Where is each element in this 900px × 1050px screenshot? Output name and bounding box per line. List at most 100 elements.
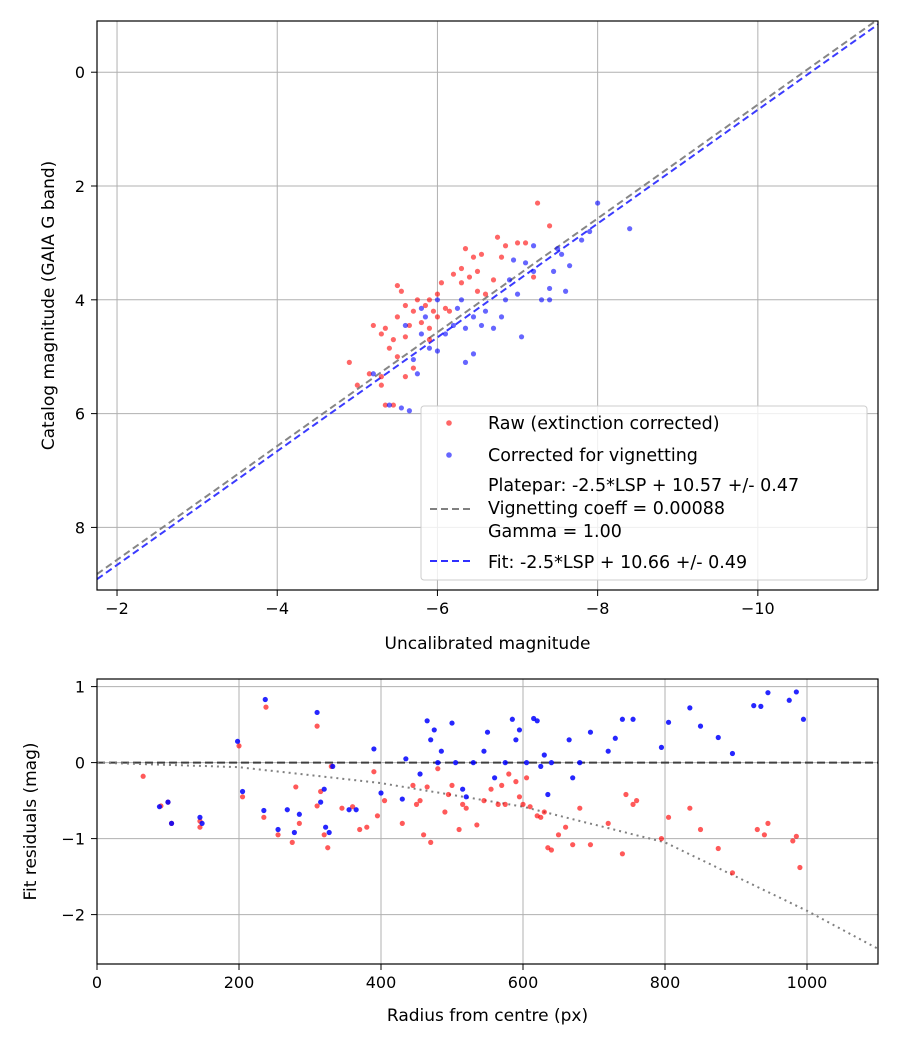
top-data-point (550, 268, 557, 274)
bottom-data-point (263, 704, 269, 710)
bottom-data-point (330, 763, 336, 770)
top-data-point (406, 408, 412, 414)
top-data-point (498, 254, 505, 260)
bottom-data-point (199, 820, 205, 827)
top-data-point (390, 337, 396, 343)
bottom-data-point (541, 809, 547, 815)
top-data-point (514, 240, 521, 246)
bottom-data-point (284, 807, 290, 813)
top-data-point (438, 280, 445, 286)
bottom-data-point (786, 697, 792, 703)
top-data-point (378, 374, 384, 380)
top-x-tick-label: −6 (426, 599, 450, 618)
top-data-point (458, 280, 465, 286)
top-data-point (402, 322, 408, 329)
bottom-data-point (417, 771, 423, 777)
bottom-data-point (470, 760, 476, 766)
bottom-data-point (665, 814, 672, 820)
top-data-point (446, 308, 453, 314)
bottom-data-point (790, 838, 796, 844)
bottom-data-point (239, 788, 246, 795)
bottom-data-point (346, 807, 352, 813)
bottom-data-point (534, 718, 540, 724)
bottom-data-point (314, 709, 320, 716)
top-data-point (506, 277, 513, 283)
top-data-point (378, 331, 384, 337)
bottom-data-point (325, 845, 331, 851)
top-x-tick-label: −4 (265, 599, 289, 618)
bottom-data-point (630, 716, 636, 722)
top-data-point (434, 291, 441, 297)
top-data-point (502, 243, 509, 249)
legend-corrected-marker (446, 452, 452, 458)
bottom-data-point (291, 829, 297, 836)
bottom-data-point (634, 798, 640, 804)
bottom-data-point (570, 775, 576, 781)
top-data-point (422, 302, 429, 309)
top-data-point (478, 322, 485, 329)
bottom-data-point (729, 870, 736, 876)
bottom-data-point (456, 826, 462, 833)
top-data-point (422, 314, 429, 320)
legend-raw-marker (446, 420, 452, 426)
bottom-data-point (339, 805, 345, 811)
legend-vignetting-label: Vignetting coeff = 0.00088 (488, 499, 725, 519)
top-data-point (410, 356, 417, 363)
bottom-data-point (399, 796, 405, 802)
top-data-point (530, 243, 537, 249)
top-data-point (406, 322, 412, 329)
bottom-x-tick-label: 200 (224, 973, 255, 992)
bottom-data-point (321, 832, 327, 838)
top-data-point (398, 405, 404, 411)
top-data-point (434, 348, 441, 354)
top-y-tick-label: 2 (75, 177, 85, 196)
bottom-data-point (474, 822, 480, 828)
bottom-data-point (765, 820, 771, 827)
top-data-point (478, 251, 485, 257)
top-data-point (402, 302, 408, 309)
bottom-data-point (445, 791, 452, 798)
bottom-y-tick-label: −2 (61, 906, 85, 925)
top-y-axis-label: Catalog magnitude (GAIA G band) (39, 161, 59, 451)
bottom-data-point (555, 832, 562, 838)
bottom-data-point (364, 824, 370, 830)
top-data-point (462, 246, 469, 252)
bottom-grid (96, 679, 878, 964)
top-data-point (462, 359, 469, 365)
bottom-data-point (612, 735, 618, 741)
bottom-data-point (630, 801, 636, 808)
top-data-point (394, 354, 400, 360)
top-data-point (482, 291, 489, 297)
top-data-point (490, 325, 497, 331)
bottom-data-point (619, 851, 626, 857)
top-data-point (474, 268, 481, 274)
bottom-data-point (357, 826, 363, 833)
top-data-point (470, 254, 477, 260)
top-data-point (458, 297, 465, 303)
top-data-point (434, 297, 441, 303)
bottom-data-point (463, 794, 469, 800)
bottom-data-point (697, 723, 704, 729)
bottom-data-point (424, 784, 430, 790)
bottom-data-point (499, 782, 505, 789)
top-data-point (494, 234, 501, 240)
bottom-data-point (449, 720, 455, 726)
top-data-point (382, 402, 388, 408)
top-data-point (442, 331, 449, 337)
top-y-tick-label: 6 (75, 405, 85, 424)
bottom-data-point (538, 814, 544, 820)
bottom-x-ticks: 0 200 400 600 800 1000 (92, 964, 827, 992)
top-data-point (554, 246, 561, 252)
legend-platepar-label: Platepar: -2.5*LSP + 10.57 +/- 0.47 (488, 476, 799, 496)
bottom-y-tick-label: 0 (75, 754, 85, 773)
bottom-data-point (431, 727, 437, 733)
bottom-data-point (520, 801, 526, 808)
top-data-point (370, 371, 376, 377)
bottom-data-point (548, 847, 555, 853)
bottom-data-point (563, 824, 569, 830)
bottom-data-point (417, 798, 423, 804)
bottom-data-point (314, 723, 320, 729)
top-data-point (398, 288, 404, 294)
top-data-point (410, 308, 417, 314)
